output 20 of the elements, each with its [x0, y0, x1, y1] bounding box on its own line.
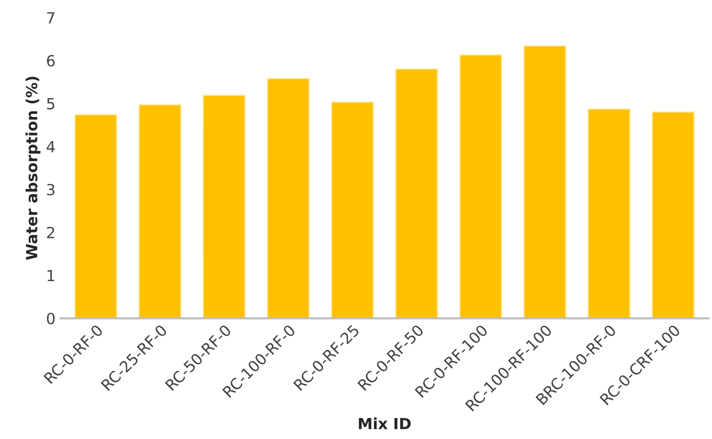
- y-tick-label: 0: [46, 312, 55, 324]
- y-tick-label: 5: [47, 98, 54, 110]
- y-tick-label: 3: [47, 184, 54, 196]
- bar: [395, 68, 438, 318]
- bar: [588, 108, 630, 318]
- x-axis-title: Mix ID: [358, 418, 411, 430]
- bar: [652, 112, 695, 318]
- y-tick-label: 1: [48, 270, 54, 282]
- y-tick-label: 2: [47, 226, 54, 238]
- y-tick-label: 6: [47, 54, 55, 67]
- bar: [202, 94, 246, 318]
- bar: [74, 114, 118, 318]
- y-tick-label: 7: [47, 12, 54, 24]
- bar: [266, 78, 310, 318]
- bar: [331, 102, 374, 318]
- bar: [459, 54, 502, 318]
- y-axis-title: Water absorption (%): [26, 76, 40, 260]
- y-tick-label: 4: [46, 141, 55, 152]
- bar: [523, 45, 566, 318]
- bar: [138, 104, 182, 318]
